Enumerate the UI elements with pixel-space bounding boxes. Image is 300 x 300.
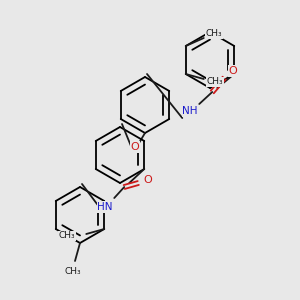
Text: O: O [229,66,238,76]
Text: O: O [144,175,153,185]
Text: CH₃: CH₃ [58,232,75,241]
Text: CH₃: CH₃ [206,77,223,86]
Text: O: O [130,142,140,152]
Text: CH₃: CH₃ [65,266,81,275]
Text: CH₃: CH₃ [206,29,222,38]
Text: NH: NH [182,106,198,116]
Text: HN: HN [98,202,113,212]
